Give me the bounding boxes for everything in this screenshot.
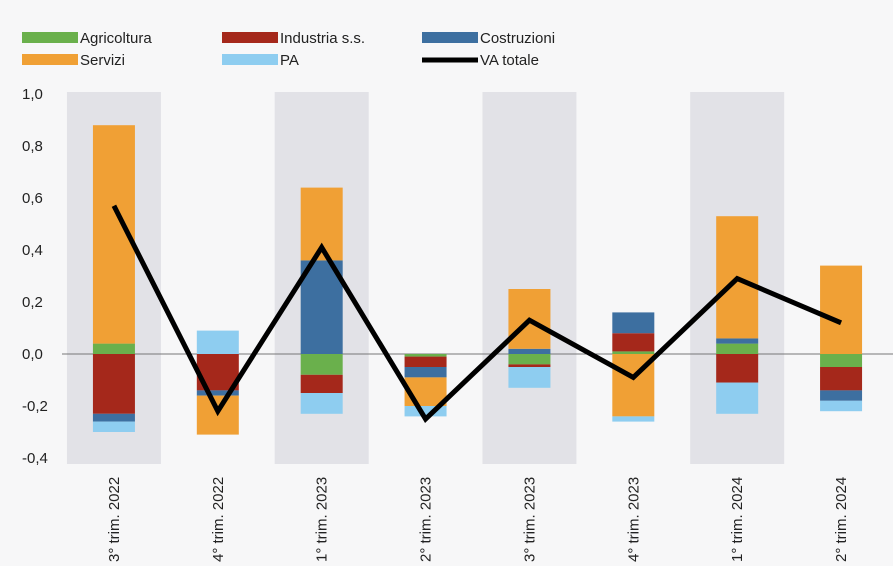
bar-segment-pa xyxy=(404,406,447,417)
x-category-label: 1° trim. 2023 xyxy=(314,477,331,562)
y-tick-label: 0,0 xyxy=(22,346,43,363)
bar-segment-servizi xyxy=(820,265,863,354)
bar-segment-costruzioni xyxy=(612,312,655,334)
y-tick-label: 0,4 xyxy=(22,242,43,259)
y-tick-label: 0,2 xyxy=(22,294,43,311)
legend-label: Agricoltura xyxy=(80,30,152,47)
bar-segment-agricoltura xyxy=(300,354,343,375)
bar-segment-industria-s-s- xyxy=(300,374,343,393)
x-category-label: 3° trim. 2023 xyxy=(521,477,538,562)
x-category-label: 2° trim. 2024 xyxy=(833,477,850,562)
bar-segment-costruzioni xyxy=(508,348,551,354)
legend-label: VA totale xyxy=(480,52,539,69)
legend-label: Costruzioni xyxy=(480,30,555,47)
legend-swatch xyxy=(22,54,78,65)
legend: Agricoltura Industria s.s. Costruzioni Serv… xyxy=(22,30,555,69)
bar-segment-agricoltura xyxy=(404,354,447,357)
legend-label: PA xyxy=(280,52,299,69)
x-category-label: 4° trim. 2023 xyxy=(625,477,642,562)
x-category-label: 4° trim. 2022 xyxy=(210,477,227,562)
bar-segment-costruzioni xyxy=(196,390,239,396)
legend-swatch xyxy=(222,54,278,65)
bar-segment-industria-s-s- xyxy=(612,333,655,352)
shade-band xyxy=(482,92,577,464)
total-line xyxy=(111,204,843,423)
bar-segment-pa xyxy=(716,382,759,414)
bar-segment-agricoltura xyxy=(820,354,863,367)
x-category-label: 2° trim. 2023 xyxy=(418,477,435,562)
y-tick-label: 1,0 xyxy=(22,86,43,103)
x-category-label: 1° trim. 2024 xyxy=(729,477,746,562)
bar-segment-agricoltura xyxy=(716,343,759,354)
bar-segment-pa xyxy=(508,367,551,388)
y-tick-label: -0,4 xyxy=(22,450,48,467)
bars xyxy=(92,125,863,435)
bar-segment-pa xyxy=(612,416,655,422)
x-axis: 3° trim. 2022 4° trim. 2022 1° trim. 2023 2… xyxy=(106,477,850,562)
bar-segment-agricoltura xyxy=(612,351,655,354)
legend-label: Servizi xyxy=(80,52,125,69)
bar-segment-agricoltura xyxy=(92,343,135,354)
bar-segment-costruzioni xyxy=(716,338,759,344)
total-line-path xyxy=(111,204,843,423)
bar-segment-costruzioni xyxy=(404,367,447,378)
bar-segment-industria-s-s- xyxy=(92,354,135,414)
bar-segment-pa xyxy=(196,330,239,354)
bar-segment-costruzioni xyxy=(300,260,343,354)
y-tick-label: 0,8 xyxy=(22,138,43,155)
y-tick-label: -0,2 xyxy=(22,398,48,415)
x-category-label: 3° trim. 2022 xyxy=(106,477,123,562)
bar-segment-agricoltura xyxy=(508,354,551,365)
y-axis: 1,0 0,8 0,6 0,4 0,2 0,0 -0,2 -0,4 xyxy=(22,86,48,467)
bar-segment-industria-s-s- xyxy=(508,364,551,367)
y-tick-label: 0,6 xyxy=(22,190,43,207)
bar-segment-industria-s-s- xyxy=(820,367,863,391)
bar-segment-pa xyxy=(92,421,135,432)
bar-segment-pa xyxy=(820,400,863,412)
bar-segment-industria-s-s- xyxy=(716,354,759,383)
legend-swatch xyxy=(222,32,278,43)
legend-swatch xyxy=(22,32,78,43)
bar-segment-costruzioni xyxy=(92,413,135,422)
legend-swatch xyxy=(422,32,478,43)
legend-label: Industria s.s. xyxy=(280,30,365,47)
bar-segment-industria-s-s- xyxy=(404,356,447,367)
bar-segment-costruzioni xyxy=(820,390,863,401)
bar-segment-pa xyxy=(300,393,343,414)
